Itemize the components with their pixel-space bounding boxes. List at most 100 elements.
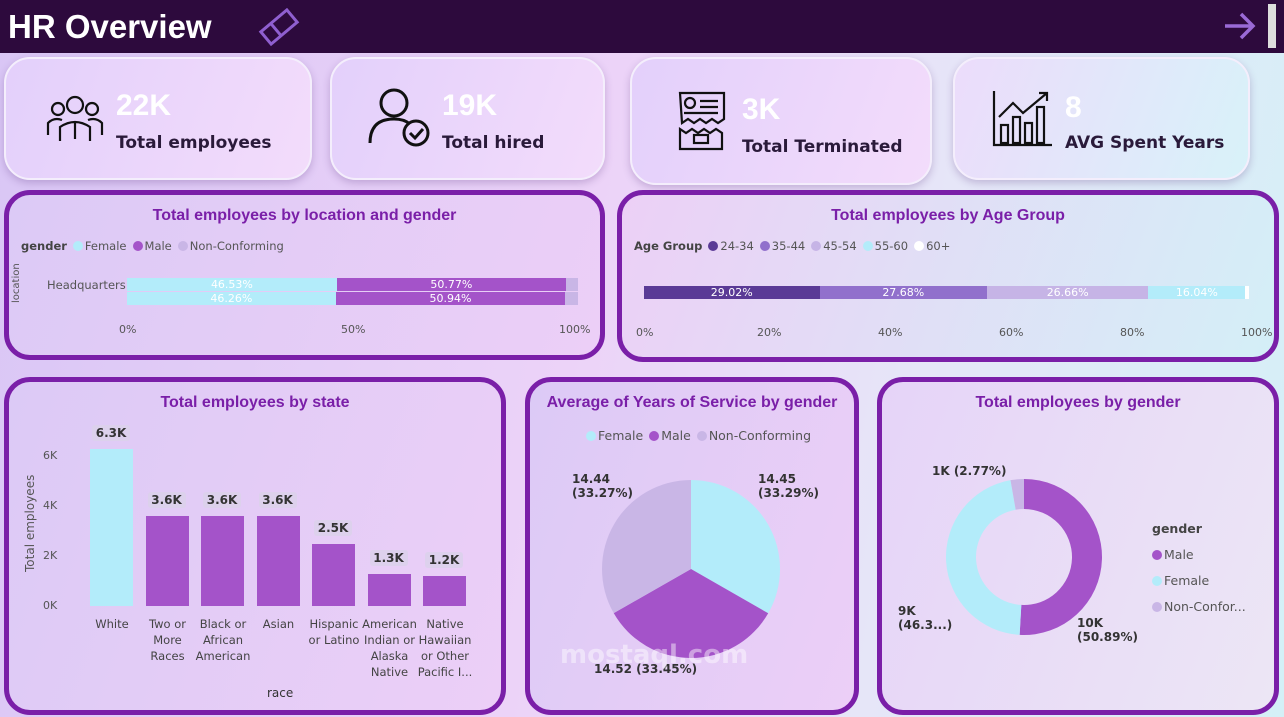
kpi-total-hired: 19K Total hired <box>330 57 605 180</box>
chart-legend: gender Male Female Non-Confor... <box>1152 521 1246 614</box>
x-tick: 0% <box>119 323 137 336</box>
bar-segment-age-0[interactable]: 29.02% <box>644 286 820 299</box>
bar[interactable] <box>423 576 466 606</box>
y-tick: 0K <box>43 599 58 612</box>
y-axis-label: Total employees <box>23 474 37 572</box>
slice-female[interactable] <box>691 480 780 614</box>
category-label: Headquarters <box>47 278 126 292</box>
data-label: 1.3K <box>369 549 408 566</box>
x-tick: 0% <box>636 326 654 339</box>
people-group-icon <box>46 95 104 141</box>
watermark: mostaql.com <box>560 640 749 670</box>
data-label-non-conforming: 14.44 (33.27%) <box>572 472 633 500</box>
bar-segment-non-conforming[interactable] <box>565 278 578 291</box>
chart-title: Total employees by Age Group <box>831 207 1065 224</box>
bar-row: 46.26% 50.94% <box>127 292 578 305</box>
data-label: 6.3K <box>92 424 130 441</box>
y-axis-label: location <box>11 263 22 303</box>
x-category: Asian <box>262 617 295 631</box>
user-check-icon <box>368 88 430 147</box>
x-tick: 60% <box>999 326 1024 339</box>
state-bar-chart: Total employees by state Total employees… <box>4 377 506 715</box>
chart-legend: Age Group 24-34 35-44 45-54 55-60 60+ <box>634 239 951 253</box>
data-label-male: 14.52 (33.45%) <box>594 662 698 676</box>
bar-segment-age-4[interactable] <box>1245 286 1249 299</box>
slice-non-conforming[interactable] <box>1010 479 1024 510</box>
arrow-right-icon[interactable] <box>1222 10 1258 42</box>
bar[interactable] <box>367 573 411 606</box>
kpi-label: Total employees <box>116 133 272 153</box>
chart-legend: Female Male Non-Conforming <box>580 428 811 443</box>
kpi-value: 22K <box>116 89 172 122</box>
legend-non-conforming[interactable]: Non-Conforming <box>189 239 284 253</box>
page-title: HR Overview <box>8 8 212 45</box>
chart-legend: gender Female Male Non-Conforming <box>21 239 284 253</box>
data-label-non-conforming: 1K (2.77%) <box>932 464 1007 478</box>
y-tick: 2K <box>43 549 58 562</box>
bar-segment-female[interactable]: 46.53% <box>127 278 337 291</box>
x-category: Black or African American <box>195 617 251 663</box>
slice-non-conforming[interactable] <box>602 480 691 614</box>
chart-title: Total employees by gender <box>975 394 1181 411</box>
x-category: White <box>95 617 129 631</box>
x-tick: 100% <box>1241 326 1273 339</box>
slice-female[interactable] <box>945 480 1022 635</box>
bar-segment-age-1[interactable]: 27.68% <box>819 286 988 299</box>
bar-segment-age-3[interactable]: 16.04% <box>1148 286 1246 299</box>
torn-document-icon <box>678 91 726 151</box>
header-bar: HR Overview <box>0 0 1284 53</box>
years-service-pie-chart: Average of Years of Service by gender Fe… <box>525 377 859 715</box>
kpi-label: AVG Spent Years <box>1065 133 1225 153</box>
legend-male[interactable]: Male <box>144 239 172 253</box>
y-tick: 4K <box>43 499 58 512</box>
bar[interactable] <box>312 543 355 606</box>
bar-segment-female[interactable]: 46.26% <box>127 292 336 305</box>
x-tick: 80% <box>1120 326 1145 339</box>
chart-title: Average of Years of Service by gender <box>546 394 838 411</box>
y-tick: 6K <box>43 449 58 462</box>
kpi-label: Total Terminated <box>742 137 903 157</box>
chart-title: Total employees by state <box>160 394 350 411</box>
data-label: 1.2K <box>425 552 463 568</box>
kpi-label: Total hired <box>442 133 545 153</box>
data-label: 3.6K <box>147 492 186 508</box>
bar[interactable] <box>256 516 300 606</box>
chart-title: Total employees by location and gender <box>152 207 457 224</box>
gender-donut-chart: Total employees by gender 10K (50.89%) 9K… <box>877 377 1279 715</box>
x-tick: 20% <box>757 326 782 339</box>
slice-male[interactable] <box>1019 479 1102 635</box>
bar-row: 46.53% 50.77% <box>127 278 578 291</box>
kpi-value: 8 <box>1065 91 1082 124</box>
growth-chart-icon <box>992 91 1052 147</box>
kpi-value: 19K <box>442 89 498 122</box>
x-category: Native Hawaiian or Other Pacific I... <box>417 617 473 679</box>
bar[interactable] <box>201 516 244 606</box>
data-label-female: 9K (46.3...) <box>898 604 953 632</box>
location-gender-chart: Total employees by location and gender g… <box>4 190 605 360</box>
data-label: 2.5K <box>314 519 352 536</box>
data-label-male: 10K (50.89%) <box>1077 616 1138 644</box>
x-axis-label: race <box>267 686 294 700</box>
bar[interactable] <box>90 448 133 606</box>
data-label: 3.6K <box>258 492 297 508</box>
bar-segment-male[interactable]: 50.94% <box>335 292 566 305</box>
bar-segment-age-2[interactable]: 26.66% <box>987 286 1149 299</box>
kpi-avg-spent-years: 8 AVG Spent Years <box>953 57 1250 180</box>
eraser-icon[interactable] <box>258 8 300 46</box>
bar[interactable] <box>145 516 189 606</box>
data-label-female: 14.45 (33.29%) <box>758 472 819 500</box>
legend-female[interactable]: Female <box>84 239 127 253</box>
x-tick: 40% <box>878 326 903 339</box>
scrollbar[interactable] <box>1268 4 1276 48</box>
data-label: 3.6K <box>203 492 241 508</box>
x-tick: 100% <box>559 323 591 336</box>
x-category: Hispanic or Latino <box>308 617 360 647</box>
bar-segment-non-conforming[interactable] <box>565 292 578 305</box>
kpi-total-employees: 22K Total employees <box>4 57 312 180</box>
kpi-value: 3K <box>742 93 781 126</box>
x-category: American Indian or Alaska Native <box>362 617 417 679</box>
bar-segment-male[interactable]: 50.77% <box>336 278 566 291</box>
age-group-chart: Total employees by Age Group Age Group 24… <box>617 190 1279 362</box>
x-tick: 50% <box>341 323 366 336</box>
slice-male[interactable] <box>613 569 769 658</box>
